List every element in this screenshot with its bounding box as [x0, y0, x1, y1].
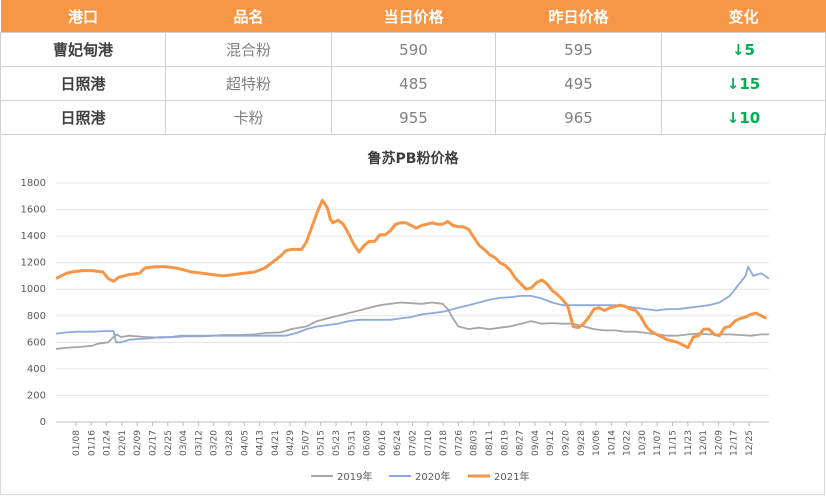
x-tick-label: 05/23 [332, 430, 342, 456]
row-change: ↓10 [661, 100, 826, 135]
x-tick-label: 09/28 [577, 430, 587, 456]
x-tick-label: 01/08 [72, 430, 82, 456]
x-tick-label: 08/03 [470, 430, 480, 456]
x-tick-label: 12/01 [699, 430, 709, 456]
header-product: 品名 [165, 0, 332, 33]
x-tick-label: 06/08 [363, 430, 373, 456]
x-tick-label: 07/02 [409, 430, 419, 456]
x-tick-label: 08/11 [485, 430, 495, 456]
price-table: 港口 品名 当日价格 昨日价格 变化 曹妃甸港 混合粉 590 595 ↓5 日… [0, 0, 826, 135]
y-tick-label: 600 [27, 337, 46, 348]
x-tick-label: 01/24 [103, 430, 113, 456]
x-tick-label: 02/09 [133, 430, 143, 456]
y-tick-label: 400 [27, 364, 46, 375]
x-tick-label: 10/06 [592, 430, 602, 456]
x-tick-label: 12/25 [745, 430, 755, 456]
table-row: 曹妃甸港 混合粉 590 595 ↓5 [0, 32, 826, 67]
x-tick-label: 07/10 [424, 430, 434, 456]
series-line-2 [55, 265, 770, 344]
legend-label: 2021年 [494, 470, 529, 483]
row-today-price: 485 [331, 66, 496, 101]
header-port: 港口 [0, 0, 166, 33]
y-tick-label: 0 [40, 417, 46, 428]
x-tick-label: 11/07 [653, 430, 663, 456]
chart-title: 鲁苏PB粉价格 [367, 150, 460, 167]
row-port: 日照港 [0, 100, 166, 135]
row-port: 曹妃甸港 [0, 32, 166, 67]
x-tick-label: 05/31 [347, 430, 357, 456]
series-line-3 [55, 198, 768, 350]
x-tick-label: 09/12 [546, 430, 556, 456]
x-tick-label: 03/12 [194, 430, 204, 456]
row-product: 混合粉 [165, 32, 332, 67]
x-tick-label: 04/21 [271, 430, 281, 456]
x-tick-label: 07/26 [454, 430, 464, 456]
x-tick-label: 10/14 [607, 430, 617, 456]
x-tick-label: 05/07 [301, 430, 311, 456]
x-tick-label: 04/05 [240, 430, 250, 456]
x-tick-label: 08/19 [500, 430, 510, 456]
y-tick-label: 1000 [21, 284, 46, 295]
x-tick-label: 02/17 [148, 430, 158, 456]
y-tick-label: 200 [27, 390, 46, 401]
x-tick-label: 02/01 [118, 430, 128, 456]
row-yesterday-price: 965 [495, 100, 662, 135]
legend-label: 2019年 [337, 470, 372, 483]
x-tick-label: 11/23 [684, 430, 694, 456]
x-tick-label: 10/30 [638, 430, 648, 456]
x-tick-label: 03/20 [210, 430, 220, 456]
row-port: 日照港 [0, 66, 166, 101]
x-tick-label: 03/04 [179, 430, 189, 456]
x-tick-label: 10/22 [623, 430, 633, 456]
header-yesterday-price: 昨日价格 [495, 0, 662, 33]
x-tick-label: 02/25 [164, 430, 174, 456]
y-tick-label: 800 [27, 311, 46, 322]
row-yesterday-price: 495 [495, 66, 662, 101]
x-tick-label: 04/29 [286, 430, 296, 456]
row-today-price: 955 [331, 100, 496, 135]
row-change: ↓5 [661, 32, 826, 67]
y-tick-label: 1400 [21, 231, 46, 242]
table-row: 日照港 超特粉 485 495 ↓15 [0, 66, 826, 101]
header-today-price: 当日价格 [331, 0, 496, 33]
x-tick-label: 04/13 [256, 430, 266, 456]
y-tick-label: 1600 [21, 205, 46, 216]
legend-label: 2020年 [415, 470, 450, 483]
table-row: 日照港 卡粉 955 965 ↓10 [0, 100, 826, 135]
x-tick-label: 05/15 [317, 430, 327, 456]
row-today-price: 590 [331, 32, 496, 67]
y-tick-label: 1800 [21, 178, 46, 189]
x-tick-label: 12/17 [730, 430, 740, 456]
x-tick-label: 09/20 [561, 430, 571, 456]
table-header-row: 港口 品名 当日价格 昨日价格 变化 [0, 0, 826, 33]
x-tick-label: 08/27 [516, 430, 526, 456]
y-tick-label: 1200 [21, 258, 46, 269]
x-tick-label: 09/04 [531, 430, 541, 456]
header-change: 变化 [661, 0, 826, 33]
x-tick-label: 06/24 [393, 430, 403, 456]
x-tick-label: 06/16 [378, 430, 388, 456]
row-change: ↓15 [661, 66, 826, 101]
x-tick-label: 03/28 [225, 430, 235, 456]
x-tick-label: 07/18 [439, 430, 449, 456]
x-tick-label: 01/16 [87, 430, 97, 456]
row-yesterday-price: 595 [495, 32, 662, 67]
row-product: 超特粉 [165, 66, 332, 101]
price-line-chart: 鲁苏PB粉价格 0 200 400 600 800 1000 1200 1400 1600 180… [21, 150, 770, 483]
chart-area: 鲁苏PB粉价格 0 200 400 600 800 1000 1200 1400 1600 180… [0, 133, 825, 495]
x-tick-label: 12/09 [714, 430, 724, 456]
x-tick-label: 11/15 [669, 430, 679, 456]
row-product: 卡粉 [165, 100, 332, 135]
